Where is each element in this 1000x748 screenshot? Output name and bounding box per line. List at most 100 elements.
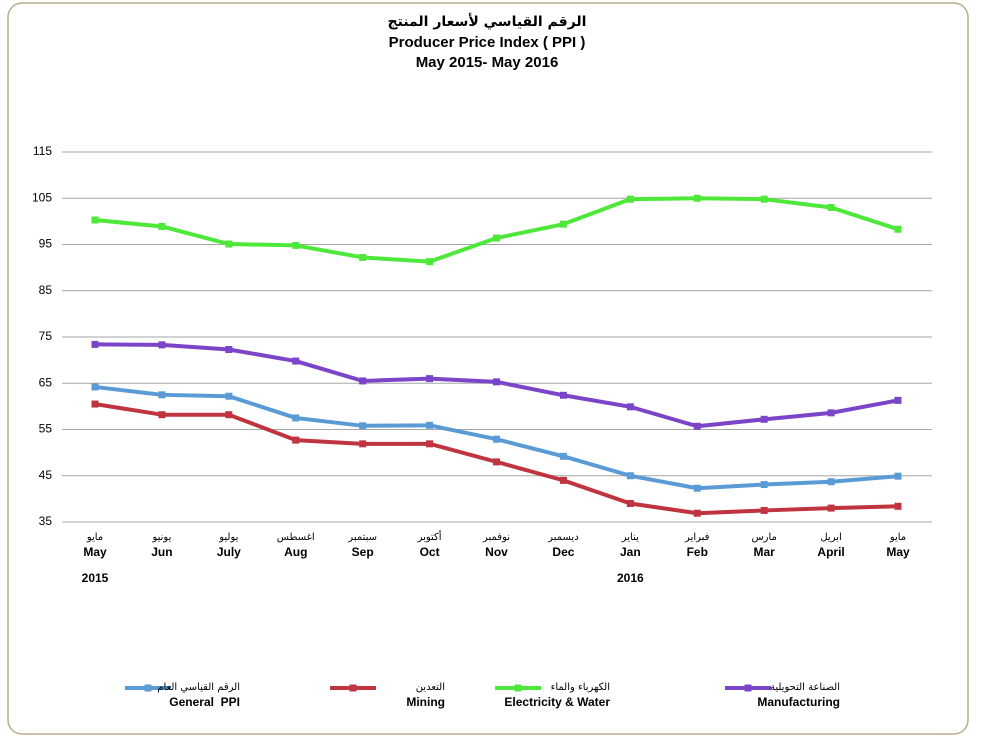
x-tick-label-ar: أكتوبر	[417, 530, 442, 543]
x-tick-label-ar: مايو	[86, 532, 103, 543]
legend-marker	[744, 684, 752, 692]
data-point	[626, 472, 634, 480]
x-tick-label: Mar	[753, 545, 775, 559]
data-point	[626, 195, 634, 203]
legend-label-ar: الكهرباء والماء	[551, 682, 610, 693]
data-point	[894, 396, 902, 404]
data-point	[827, 204, 835, 211]
x-tick-label: May	[886, 545, 910, 559]
data-point	[559, 452, 567, 460]
data-point	[359, 377, 367, 385]
legend-marker	[349, 684, 357, 692]
y-tick-label: 35	[39, 514, 53, 528]
data-point	[493, 458, 500, 466]
x-tick-label: Jun	[151, 545, 172, 559]
y-tick-label: 75	[39, 329, 53, 343]
data-point	[359, 422, 367, 430]
x-tick-label: Oct	[420, 545, 440, 559]
x-tick-label-ar: يونيو	[151, 532, 171, 543]
data-point	[426, 258, 434, 266]
x-tick-label-ar: اغسطس	[277, 532, 315, 543]
data-point	[359, 253, 367, 261]
data-point	[493, 378, 500, 386]
data-point	[359, 440, 367, 448]
data-point	[292, 436, 300, 444]
data-point	[91, 400, 99, 408]
chart-title: Producer Price Index ( PPI )	[389, 34, 586, 51]
y-tick-label: 105	[32, 190, 52, 204]
data-point	[158, 391, 166, 399]
data-point	[426, 440, 434, 448]
x-tick-label: Sep	[352, 545, 374, 559]
data-point	[760, 506, 768, 514]
data-point	[225, 345, 233, 353]
data-point	[91, 340, 99, 348]
data-point	[225, 411, 233, 419]
x-tick-label-ar: مارس	[751, 532, 776, 543]
data-point	[292, 241, 300, 249]
x-tick-label-ar: ديسمبر	[547, 532, 578, 543]
legend-label-ar: التعدين	[416, 682, 445, 693]
x-tick-label-ar: يوليو	[218, 532, 238, 543]
y-tick-label: 95	[39, 237, 53, 251]
data-point	[894, 502, 902, 510]
data-point	[827, 504, 835, 512]
data-point	[559, 476, 567, 484]
legend-label: Mining	[406, 695, 445, 709]
legend-label: Electricity & Water	[504, 695, 610, 709]
y-tick-label: 55	[39, 422, 53, 436]
legend-marker	[514, 684, 522, 692]
x-tick-label: Aug	[284, 545, 307, 559]
x-tick-label-ar: نوفمبر	[482, 532, 510, 543]
data-point	[493, 234, 500, 242]
x-tick-label-ar: سبتمبر	[347, 532, 377, 543]
x-tick-label: Nov	[485, 545, 508, 559]
data-point	[693, 194, 701, 202]
x-tick-label: Dec	[552, 545, 574, 559]
data-point	[91, 216, 99, 224]
data-point	[559, 391, 567, 399]
legend-label: Manufacturing	[757, 695, 840, 709]
x-tick-label: April	[817, 545, 844, 559]
frame	[7, 2, 969, 735]
data-point	[827, 409, 835, 417]
y-tick-label: 65	[39, 375, 53, 389]
y-tick-label: 85	[39, 283, 53, 297]
data-point	[426, 421, 434, 429]
y-tick-label: 115	[33, 144, 52, 158]
year-label: 2016	[617, 571, 644, 585]
legend-label: General PPI	[169, 695, 240, 709]
data-point	[760, 195, 768, 203]
y-tick-label: 45	[39, 468, 53, 482]
data-point	[493, 435, 500, 443]
data-point	[693, 484, 701, 492]
data-point	[91, 383, 99, 391]
year-label: 2015	[82, 571, 109, 585]
data-point	[827, 478, 835, 486]
data-point	[158, 341, 166, 349]
data-point	[894, 472, 902, 480]
data-point	[693, 509, 701, 517]
data-point	[225, 392, 233, 400]
legend-marker	[144, 684, 152, 692]
data-point	[559, 220, 567, 228]
data-point	[626, 403, 634, 411]
data-point	[426, 375, 434, 383]
x-tick-label: May	[83, 545, 107, 559]
data-point	[158, 222, 166, 230]
data-point	[292, 357, 300, 365]
x-tick-label-ar: مايو	[889, 532, 906, 543]
legend-label-ar: الرقم القياسي العام	[157, 682, 240, 693]
x-tick-label-ar: فبراير	[684, 532, 710, 543]
legend-label-ar: الصناعة التحويلية	[770, 682, 840, 693]
data-point	[158, 411, 166, 419]
chart-title-ar: الرقم القياسي لأسعار المنتج	[388, 13, 587, 30]
x-tick-label-ar: ابريل	[820, 532, 841, 543]
data-point	[292, 414, 300, 422]
data-point	[225, 240, 233, 248]
data-point	[760, 481, 768, 489]
data-point	[693, 422, 701, 430]
x-tick-label: July	[217, 545, 241, 559]
data-point	[894, 225, 902, 233]
